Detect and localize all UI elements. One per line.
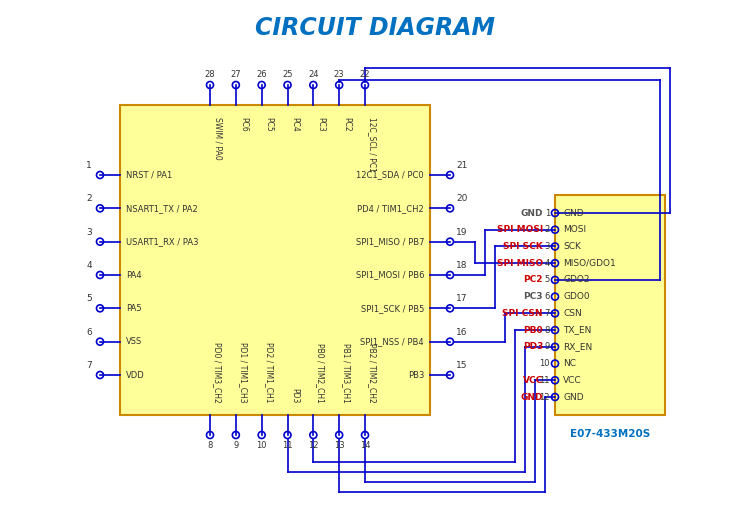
- Text: MOSI: MOSI: [563, 225, 586, 234]
- Text: PB1 / TIM3_CH1: PB1 / TIM3_CH1: [342, 343, 351, 403]
- Text: 25: 25: [282, 70, 292, 79]
- Text: GDO2: GDO2: [563, 276, 590, 284]
- Text: 4: 4: [544, 258, 550, 268]
- Text: 10: 10: [539, 359, 550, 368]
- Text: GND: GND: [563, 209, 584, 218]
- Bar: [120, 105, 430, 415]
- Text: NSART1_TX / PA2: NSART1_TX / PA2: [126, 204, 198, 213]
- Text: 13: 13: [334, 441, 344, 450]
- Text: 12: 12: [308, 441, 319, 450]
- Text: PC6: PC6: [238, 117, 248, 132]
- Text: 6: 6: [544, 292, 550, 301]
- Text: GND: GND: [520, 209, 543, 218]
- Text: PD2 / TIM1_CH1: PD2 / TIM1_CH1: [265, 342, 274, 403]
- Text: VCC: VCC: [523, 376, 543, 385]
- Text: 2: 2: [86, 194, 92, 204]
- Text: SPI MISO: SPI MISO: [496, 258, 543, 268]
- Text: 11: 11: [539, 376, 550, 385]
- Text: 19: 19: [456, 228, 467, 237]
- Text: 20: 20: [456, 194, 467, 204]
- Text: 1: 1: [86, 161, 92, 170]
- Text: PA4: PA4: [126, 270, 142, 280]
- Text: CIRCUIT DIAGRAM: CIRCUIT DIAGRAM: [255, 16, 495, 40]
- Text: 10: 10: [256, 441, 267, 450]
- Text: RX_EN: RX_EN: [563, 342, 592, 351]
- Text: SWIM / PA0: SWIM / PA0: [213, 117, 222, 160]
- Text: VDD: VDD: [126, 370, 145, 380]
- Text: GND: GND: [563, 393, 584, 401]
- Text: VCC: VCC: [563, 376, 582, 385]
- Text: SPI1_NSS / PB4: SPI1_NSS / PB4: [361, 337, 424, 346]
- Text: 5: 5: [544, 276, 550, 284]
- Text: PD4 / TIM1_CH2: PD4 / TIM1_CH2: [357, 204, 424, 213]
- Text: 7: 7: [86, 361, 92, 370]
- Text: USART1_RX / PA3: USART1_RX / PA3: [126, 237, 199, 246]
- Text: 12C_SCL / PC1: 12C_SCL / PC1: [368, 117, 377, 172]
- Text: 3: 3: [86, 228, 92, 237]
- Text: 24: 24: [308, 70, 319, 79]
- Text: MISO/GDO1: MISO/GDO1: [563, 258, 616, 268]
- Text: VSS: VSS: [126, 337, 142, 346]
- Text: PD3: PD3: [523, 342, 543, 351]
- Text: 21: 21: [456, 161, 467, 170]
- Text: 5: 5: [86, 294, 92, 304]
- Text: SPI1_MOSI / PB6: SPI1_MOSI / PB6: [356, 270, 424, 280]
- Text: SPI MOSI: SPI MOSI: [496, 225, 543, 234]
- Text: 14: 14: [360, 441, 370, 450]
- Text: 16: 16: [456, 328, 467, 337]
- Text: SPI CSN: SPI CSN: [503, 309, 543, 318]
- Text: GDO0: GDO0: [563, 292, 590, 301]
- Text: NRST / PA1: NRST / PA1: [126, 170, 172, 180]
- Text: NC: NC: [563, 359, 576, 368]
- Text: PC2: PC2: [342, 117, 351, 132]
- Text: PD3: PD3: [290, 387, 299, 403]
- Text: PC2: PC2: [524, 276, 543, 284]
- Text: PB3: PB3: [408, 370, 424, 380]
- Text: 8: 8: [207, 441, 213, 450]
- Text: CSN: CSN: [563, 309, 582, 318]
- Text: 26: 26: [256, 70, 267, 79]
- Text: PB0 / TIM2_CH1: PB0 / TIM2_CH1: [316, 343, 326, 403]
- Text: PC3: PC3: [316, 117, 326, 132]
- Text: SPI1_SCK / PB5: SPI1_SCK / PB5: [361, 304, 424, 313]
- Text: 27: 27: [230, 70, 242, 79]
- Text: PB2 / TIM2_CH2: PB2 / TIM2_CH2: [368, 343, 377, 403]
- Text: 9: 9: [544, 342, 550, 351]
- Text: 28: 28: [205, 70, 215, 79]
- Text: 1: 1: [544, 209, 550, 218]
- Bar: [555, 195, 665, 415]
- Text: 23: 23: [334, 70, 344, 79]
- Text: SCK: SCK: [563, 242, 580, 251]
- Text: 9: 9: [233, 441, 238, 450]
- Text: 3: 3: [544, 242, 550, 251]
- Text: 11: 11: [282, 441, 292, 450]
- Text: PD0 / TIM3_CH2: PD0 / TIM3_CH2: [213, 342, 222, 403]
- Text: 22: 22: [360, 70, 370, 79]
- Text: 7: 7: [544, 309, 550, 318]
- Text: PB0: PB0: [524, 326, 543, 335]
- Text: PD1 / TIM1_CH3: PD1 / TIM1_CH3: [238, 342, 248, 403]
- Text: GND: GND: [520, 393, 543, 401]
- Text: E07-433M20S: E07-433M20S: [570, 429, 650, 439]
- Text: PC5: PC5: [265, 117, 274, 132]
- Text: SPI1_MISO / PB7: SPI1_MISO / PB7: [356, 237, 424, 246]
- Text: 17: 17: [456, 294, 467, 304]
- Text: PA5: PA5: [126, 304, 142, 313]
- Text: 12C1_SDA / PC0: 12C1_SDA / PC0: [356, 170, 424, 180]
- Text: 8: 8: [544, 326, 550, 335]
- Text: 2: 2: [544, 225, 550, 234]
- Text: SPI SCK: SPI SCK: [503, 242, 543, 251]
- Text: 6: 6: [86, 328, 92, 337]
- Text: PC3: PC3: [524, 292, 543, 301]
- Text: TX_EN: TX_EN: [563, 326, 591, 335]
- Text: 18: 18: [456, 261, 467, 270]
- Text: 4: 4: [86, 261, 92, 270]
- Text: 12: 12: [539, 393, 550, 401]
- Text: 15: 15: [456, 361, 467, 370]
- Text: PC4: PC4: [290, 117, 299, 132]
